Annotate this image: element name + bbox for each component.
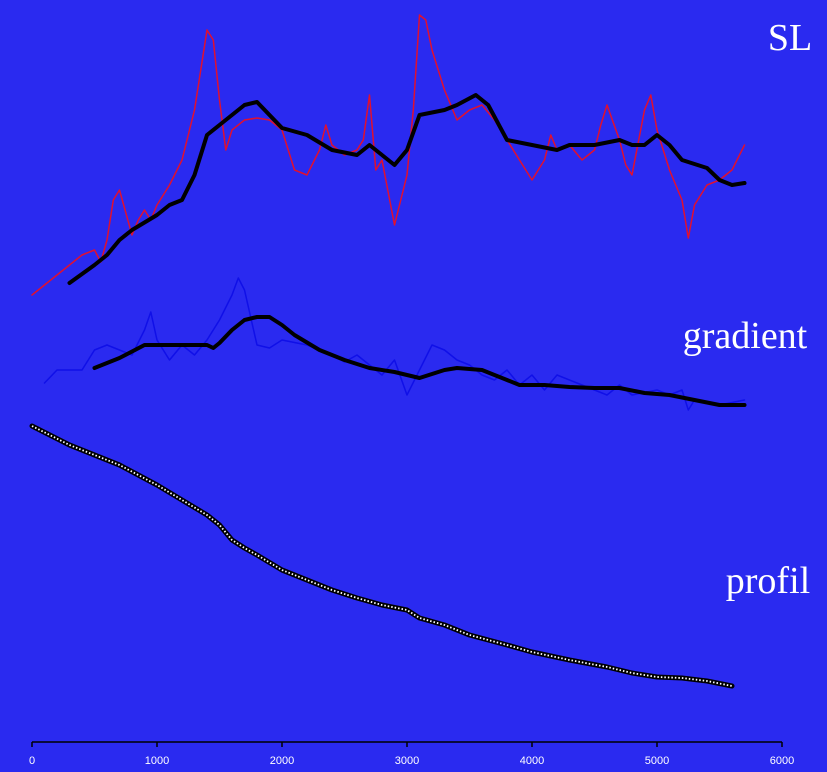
x-tick-label: 0 <box>29 755 35 767</box>
series-line <box>92 315 747 407</box>
series-label: profil <box>726 560 810 602</box>
x-tick-label: 6000 <box>770 755 794 767</box>
series-line <box>67 93 747 285</box>
x-tick-label: 4000 <box>520 755 544 767</box>
x-tick-label: 2000 <box>270 755 294 767</box>
x-tick-label: 1000 <box>145 755 169 767</box>
x-tick-label: 3000 <box>395 755 419 767</box>
series-label: gradient <box>683 315 808 357</box>
series-line <box>31 14 746 296</box>
series-dots <box>31 425 733 687</box>
x-tick-label: 5000 <box>645 755 669 767</box>
series-label: SL <box>768 17 812 59</box>
